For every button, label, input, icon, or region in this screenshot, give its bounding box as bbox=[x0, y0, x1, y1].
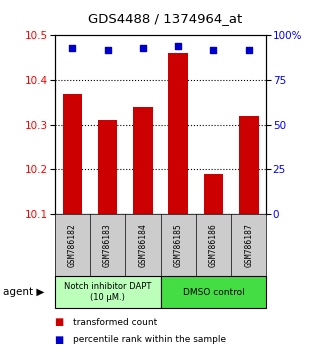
Point bbox=[246, 47, 252, 52]
Text: Notch inhibitor DAPT
(10 μM.): Notch inhibitor DAPT (10 μM.) bbox=[64, 282, 151, 302]
Text: GSM786183: GSM786183 bbox=[103, 223, 112, 267]
Text: GSM786185: GSM786185 bbox=[174, 223, 183, 267]
Point bbox=[175, 43, 181, 49]
Text: ■: ■ bbox=[55, 335, 64, 345]
Text: percentile rank within the sample: percentile rank within the sample bbox=[73, 335, 226, 344]
Bar bbox=[204, 174, 223, 214]
Point bbox=[70, 45, 75, 51]
Bar bbox=[98, 120, 117, 214]
Bar bbox=[63, 93, 82, 214]
Point bbox=[105, 47, 110, 52]
Text: DMSO control: DMSO control bbox=[183, 287, 244, 297]
Text: GSM786187: GSM786187 bbox=[244, 223, 253, 267]
Bar bbox=[161, 276, 266, 308]
Text: GSM786184: GSM786184 bbox=[138, 223, 147, 267]
Text: GSM786186: GSM786186 bbox=[209, 223, 218, 267]
Text: agent ▶: agent ▶ bbox=[3, 287, 45, 297]
Point bbox=[211, 47, 216, 52]
Bar bbox=[55, 276, 161, 308]
Text: GSM786182: GSM786182 bbox=[68, 223, 77, 267]
Text: transformed count: transformed count bbox=[73, 318, 157, 327]
Text: ■: ■ bbox=[55, 317, 64, 327]
Bar bbox=[133, 107, 153, 214]
Bar bbox=[239, 116, 259, 214]
Text: GDS4488 / 1374964_at: GDS4488 / 1374964_at bbox=[88, 12, 243, 25]
Point bbox=[140, 45, 146, 51]
Bar bbox=[168, 53, 188, 214]
